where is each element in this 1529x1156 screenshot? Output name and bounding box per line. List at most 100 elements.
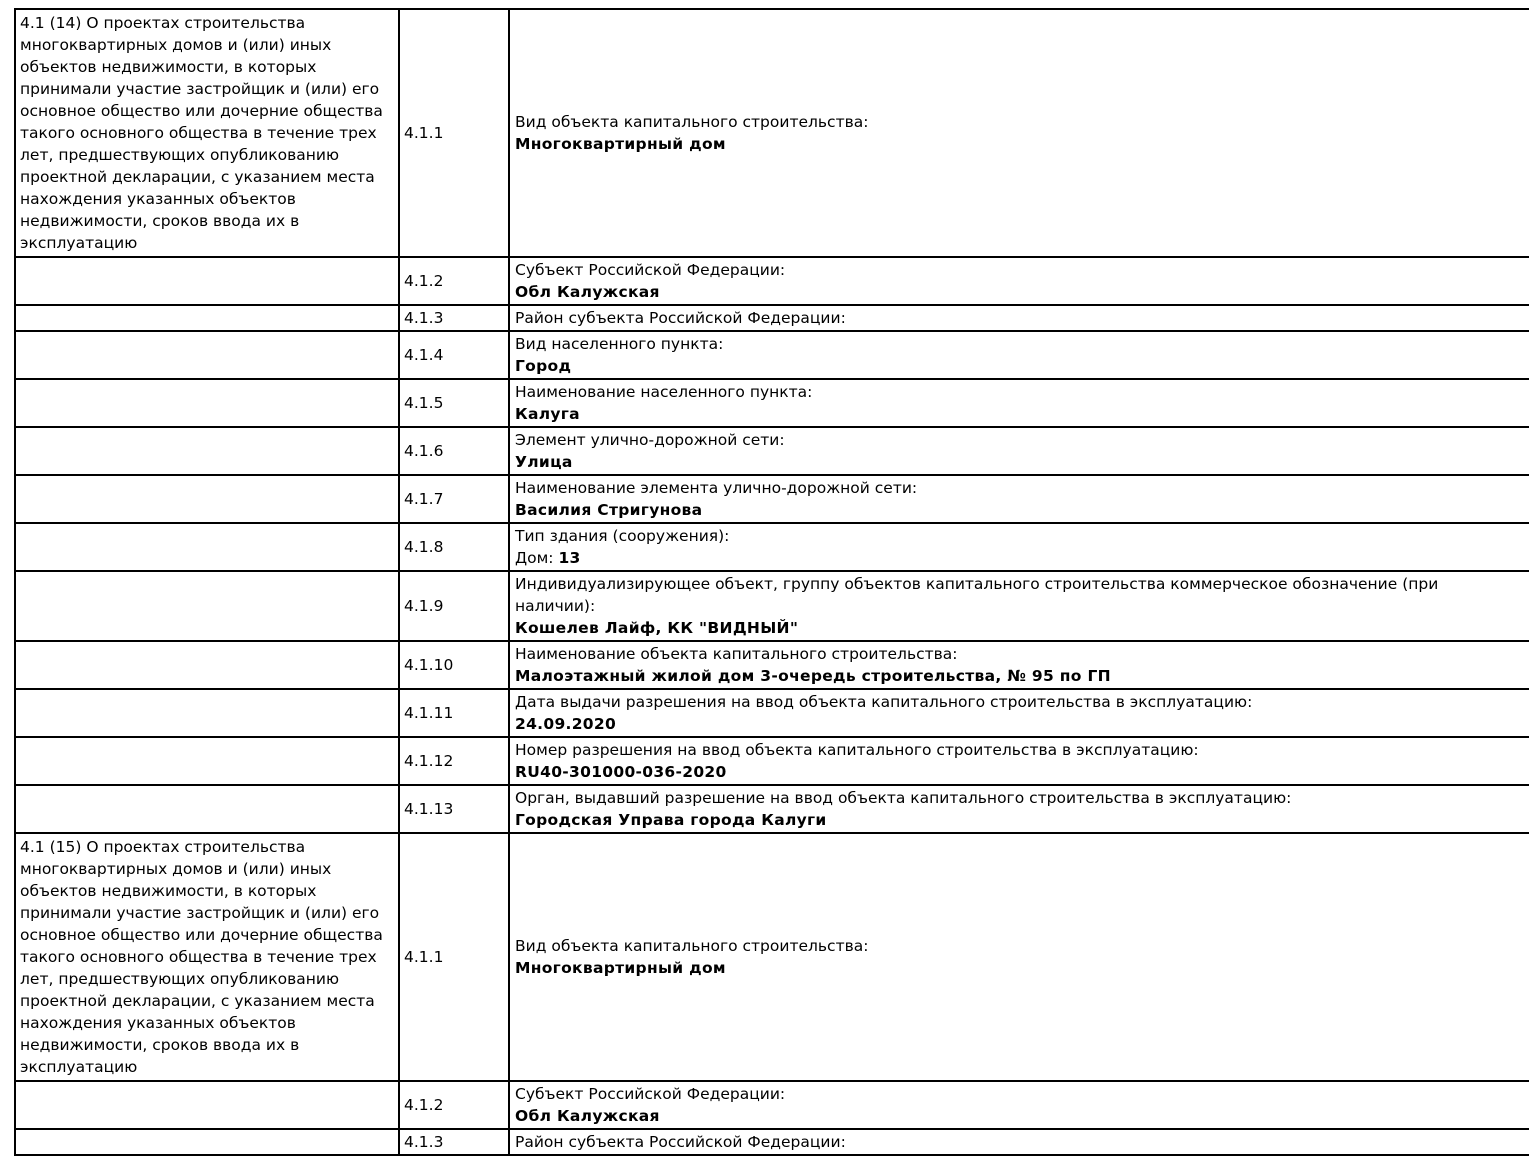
field-cell: Орган, выдавший разрешение на ввод объек… bbox=[508, 784, 1529, 834]
row-number-cell: 4.1.4 bbox=[398, 330, 510, 380]
row-number-cell: 4.1.5 bbox=[398, 378, 510, 428]
description-cell-empty bbox=[14, 330, 400, 380]
section-description: 4.1 (14) О проектах строительства многок… bbox=[20, 14, 383, 252]
field-label: Тип здания (сооружения): bbox=[515, 527, 730, 545]
table-row: 4.1.13 Орган, выдавший разрешение на вво… bbox=[14, 784, 1529, 834]
table-row: 4.1.11 Дата выдачи разрешения на ввод об… bbox=[14, 688, 1529, 738]
row-number: 4.1.13 bbox=[404, 800, 454, 818]
field-cell: Вид объекта капитального строительства: … bbox=[508, 832, 1529, 1082]
field-value: Малоэтажный жилой дом 3-очередь строител… bbox=[515, 667, 1111, 685]
field-label: Наименование населенного пункта: bbox=[515, 383, 813, 401]
description-cell-empty bbox=[14, 784, 400, 834]
row-number: 4.1.9 bbox=[404, 597, 444, 615]
field-value: Обл Калужская bbox=[515, 1107, 660, 1125]
field-label: Номер разрешения на ввод объекта капитал… bbox=[515, 741, 1199, 759]
row-number-cell: 4.1.2 bbox=[398, 256, 510, 306]
row-number: 4.1.2 bbox=[404, 272, 444, 290]
description-cell-empty bbox=[14, 1128, 400, 1156]
field-value: Многоквартирный дом bbox=[515, 959, 726, 977]
field-label: Орган, выдавший разрешение на ввод объек… bbox=[515, 789, 1292, 807]
row-number-cell: 4.1.3 bbox=[398, 304, 510, 332]
table-row: 4.1.2 Субъект Российской Федерации: Обл … bbox=[14, 256, 1529, 306]
description-cell-empty bbox=[14, 304, 400, 332]
description-cell-empty bbox=[14, 522, 400, 572]
field-cell: Тип здания (сооружения): Дом: 13 bbox=[508, 522, 1529, 572]
declaration-table: 4.1 (14) О проектах строительства многок… bbox=[14, 8, 1529, 1156]
row-number-cell: 4.1.11 bbox=[398, 688, 510, 738]
row-number-cell: 4.1.1 bbox=[398, 8, 510, 258]
row-number: 4.1.3 bbox=[404, 1133, 444, 1151]
description-cell-empty bbox=[14, 378, 400, 428]
table-row: 4.1.3 Район субъекта Российской Федераци… bbox=[14, 304, 1529, 332]
table-row: 4.1.9 Индивидуализирующее объект, группу… bbox=[14, 570, 1529, 642]
description-cell-empty bbox=[14, 736, 400, 786]
field-value: Калуга bbox=[515, 405, 580, 423]
field-cell: Вид населенного пункта: Город bbox=[508, 330, 1529, 380]
table-row: 4.1.7 Наименование элемента улично-дорож… bbox=[14, 474, 1529, 524]
field-value: RU40-301000-036-2020 bbox=[515, 763, 727, 781]
field-label: Элемент улично-дорожной сети: bbox=[515, 431, 785, 449]
field-cell: Индивидуализирующее объект, группу объек… bbox=[508, 570, 1529, 642]
description-cell-empty bbox=[14, 570, 400, 642]
row-number: 4.1.5 bbox=[404, 394, 444, 412]
description-cell-empty bbox=[14, 640, 400, 690]
field-cell: Дата выдачи разрешения на ввод объекта к… bbox=[508, 688, 1529, 738]
row-number-cell: 4.1.10 bbox=[398, 640, 510, 690]
field-label: Наименование объекта капитального строит… bbox=[515, 645, 958, 663]
row-number: 4.1.1 bbox=[404, 124, 444, 142]
row-number: 4.1.6 bbox=[404, 442, 444, 460]
row-number-cell: 4.1.9 bbox=[398, 570, 510, 642]
description-cell-empty bbox=[14, 688, 400, 738]
field-label: Наименование элемента улично-дорожной се… bbox=[515, 479, 918, 497]
field-label: Субъект Российской Федерации: bbox=[515, 261, 786, 279]
row-number-cell: 4.1.6 bbox=[398, 426, 510, 476]
row-number: 4.1.12 bbox=[404, 752, 454, 770]
table-row: 4.1.2 Субъект Российской Федерации: Обл … bbox=[14, 1080, 1529, 1130]
row-number-cell: 4.1.1 bbox=[398, 832, 510, 1082]
field-value-prefix: Дом: bbox=[515, 549, 559, 567]
row-number: 4.1.3 bbox=[404, 309, 444, 327]
field-label: Вид объекта капитального строительства: bbox=[515, 937, 869, 955]
field-value: Кошелев Лайф, КК "ВИДНЫЙ" bbox=[515, 619, 799, 637]
row-number: 4.1.7 bbox=[404, 490, 444, 508]
field-cell: Наименование элемента улично-дорожной се… bbox=[508, 474, 1529, 524]
table-row: 4.1.4 Вид населенного пункта: Город bbox=[14, 330, 1529, 380]
table-row: 4.1.10 Наименование объекта капитального… bbox=[14, 640, 1529, 690]
field-label: Вид объекта капитального строительства: bbox=[515, 113, 869, 131]
row-number: 4.1.11 bbox=[404, 704, 454, 722]
field-value: 24.09.2020 bbox=[515, 715, 617, 733]
project-declaration-document: 4.1 (14) О проектах строительства многок… bbox=[14, 8, 1529, 1156]
field-value: Город bbox=[515, 357, 572, 375]
table-row: 4.1.12 Номер разрешения на ввод объекта … bbox=[14, 736, 1529, 786]
row-number-cell: 4.1.7 bbox=[398, 474, 510, 524]
table-row: 4.1 (14) О проектах строительства многок… bbox=[14, 8, 1529, 258]
field-cell: Вид объекта капитального строительства: … bbox=[508, 8, 1529, 258]
row-number-cell: 4.1.2 bbox=[398, 1080, 510, 1130]
row-number: 4.1.8 bbox=[404, 538, 444, 556]
field-cell: Субъект Российской Федерации: Обл Калужс… bbox=[508, 256, 1529, 306]
field-value: Городская Управа города Калуги bbox=[515, 811, 827, 829]
table-row: 4.1.8 Тип здания (сооружения): Дом: 13 bbox=[14, 522, 1529, 572]
field-value: 13 bbox=[558, 549, 581, 567]
field-value: Обл Калужская bbox=[515, 283, 660, 301]
field-label: Район субъекта Российской Федерации: bbox=[515, 309, 846, 327]
field-cell: Район субъекта Российской Федерации: bbox=[508, 1128, 1529, 1156]
field-label: Дата выдачи разрешения на ввод объекта к… bbox=[515, 693, 1253, 711]
field-label: Вид населенного пункта: bbox=[515, 335, 724, 353]
row-number: 4.1.4 bbox=[404, 346, 444, 364]
field-value: Улица bbox=[515, 453, 573, 471]
row-number-cell: 4.1.12 bbox=[398, 736, 510, 786]
description-cell: 4.1 (15) О проектах строительства многок… bbox=[14, 832, 400, 1082]
field-cell: Район субъекта Российской Федерации: bbox=[508, 304, 1529, 332]
table-row: 4.1.6 Элемент улично-дорожной сети: Улиц… bbox=[14, 426, 1529, 476]
field-label: Субъект Российской Федерации: bbox=[515, 1085, 786, 1103]
table-row: 4.1.5 Наименование населенного пункта: К… bbox=[14, 378, 1529, 428]
table-row: 4.1 (15) О проектах строительства многок… bbox=[14, 832, 1529, 1082]
row-number: 4.1.1 bbox=[404, 948, 444, 966]
field-value: Василия Стригунова bbox=[515, 501, 703, 519]
description-cell-empty bbox=[14, 426, 400, 476]
field-label: Район субъекта Российской Федерации: bbox=[515, 1133, 846, 1151]
field-value: Многоквартирный дом bbox=[515, 135, 726, 153]
table-row: 4.1.3 Район субъекта Российской Федераци… bbox=[14, 1128, 1529, 1156]
description-cell-empty bbox=[14, 1080, 400, 1130]
